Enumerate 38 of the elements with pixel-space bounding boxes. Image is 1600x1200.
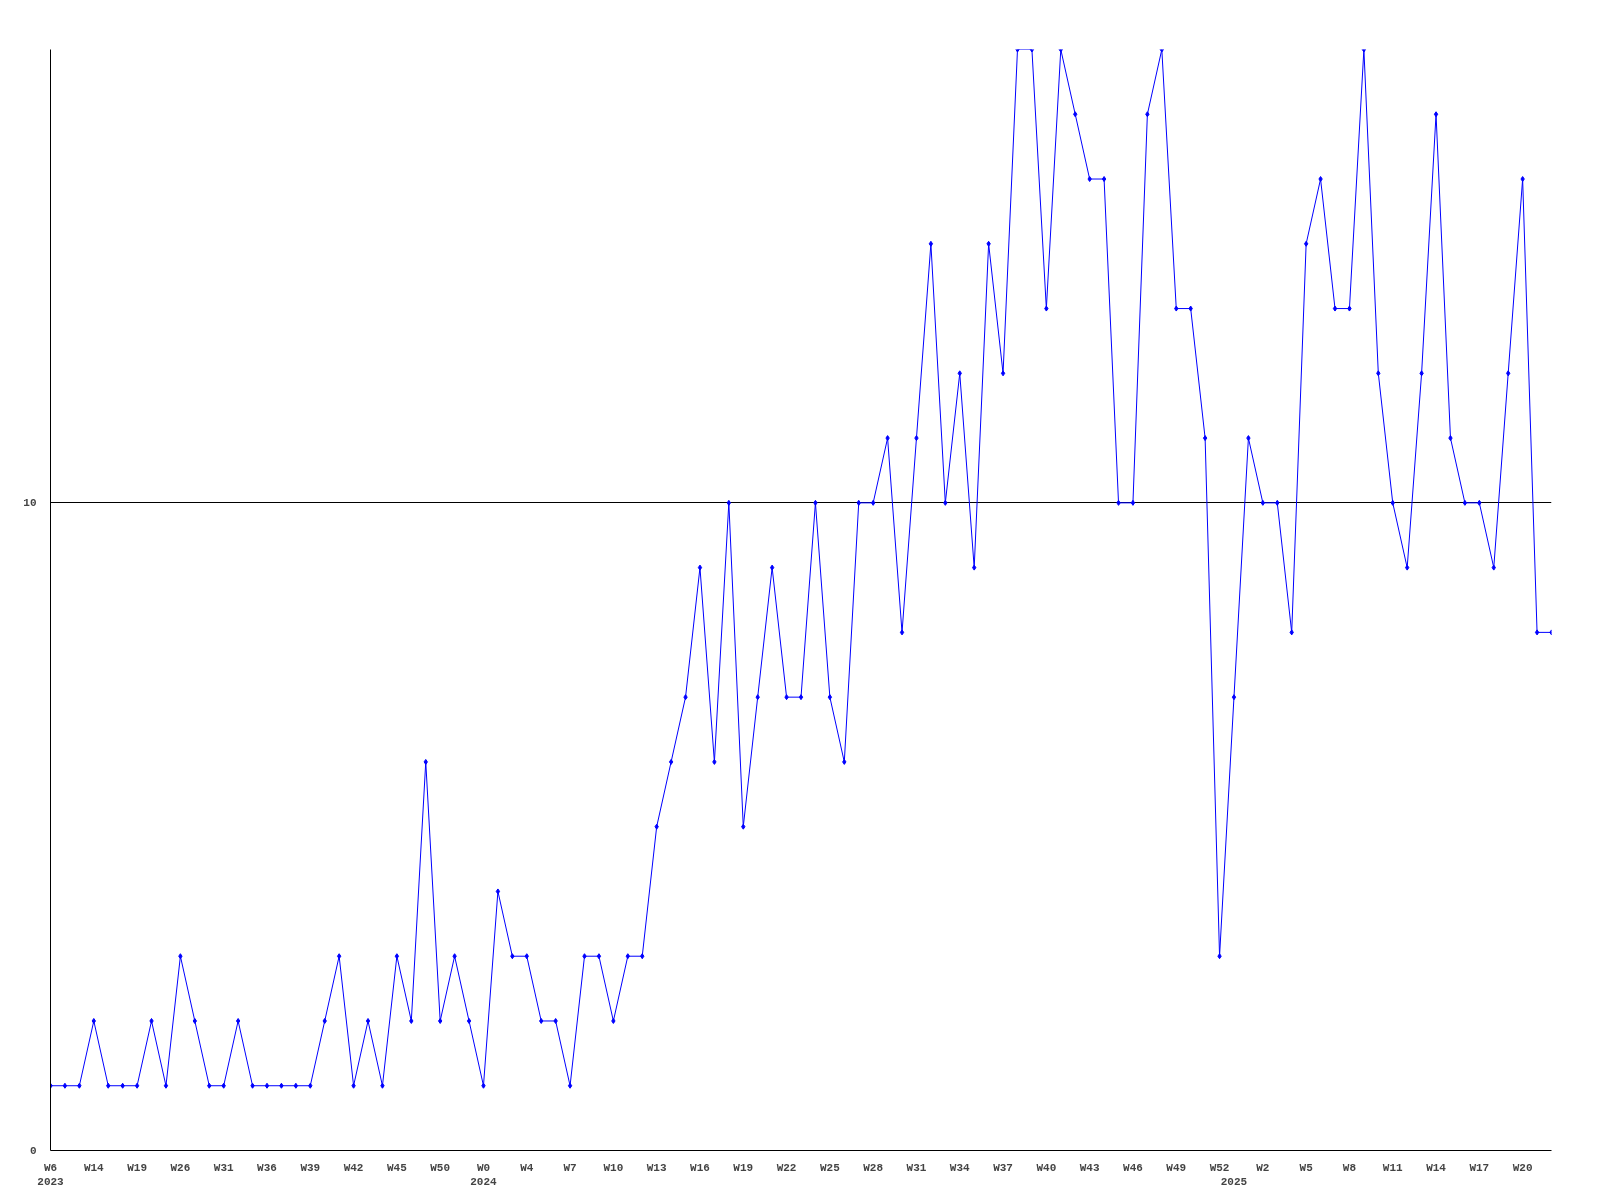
- x-tick-label: W31: [906, 1161, 927, 1174]
- x-tick-label: W46: [1123, 1161, 1143, 1174]
- x-tick-label: W26: [170, 1161, 191, 1174]
- x-tick-label: W34: [949, 1161, 971, 1174]
- x-tick-label: W28: [863, 1161, 884, 1174]
- x-tick-label: W19: [127, 1161, 148, 1174]
- x-tick-label: W5: [1299, 1161, 1314, 1174]
- x-tick-label: W14: [1426, 1161, 1447, 1174]
- x-tick-label: W8: [1342, 1161, 1357, 1174]
- x-tick-label: W14: [83, 1161, 105, 1174]
- x-tick-label: W45: [386, 1161, 408, 1174]
- x-tick-label: W11: [1382, 1161, 1404, 1174]
- x-tick-label: W42: [343, 1161, 364, 1174]
- y-tick-label: 0: [29, 1145, 37, 1157]
- x-tick-label: W20: [1512, 1161, 1533, 1174]
- x-tick-label: W0 2024: [470, 1161, 498, 1188]
- x-tick-label: W36: [257, 1161, 277, 1174]
- x-tick-label: 2025: [1220, 1175, 1248, 1188]
- x-tick-label: W49: [1166, 1161, 1187, 1174]
- x-tick-label: W10: [603, 1161, 624, 1174]
- x-tick-label: W31: [213, 1161, 234, 1174]
- x-tick-label: W19: [733, 1161, 754, 1174]
- x-tick-label: W22: [776, 1161, 797, 1174]
- x-tick-label: W40: [1036, 1161, 1057, 1174]
- x-tick-label: W16: [690, 1161, 710, 1174]
- x-tick-label: W25: [819, 1161, 841, 1174]
- x-tick-label: W7: [563, 1161, 577, 1174]
- x-tick-label: W17: [1469, 1161, 1490, 1174]
- x-tick-label: W13: [646, 1161, 667, 1174]
- x-tick-label: W50: [430, 1161, 451, 1174]
- x-tick-label: W4: [520, 1161, 534, 1174]
- x-tick-label: W43: [1079, 1161, 1100, 1174]
- x-tick-label: W52: [1209, 1161, 1230, 1174]
- x-tick-label: W6 2023: [37, 1161, 65, 1188]
- x-tick-label: W2: [1256, 1161, 1270, 1174]
- x-tick-label: W37: [993, 1161, 1013, 1174]
- y-tick-label: 10: [23, 497, 37, 510]
- x-tick-label: W39: [300, 1161, 321, 1174]
